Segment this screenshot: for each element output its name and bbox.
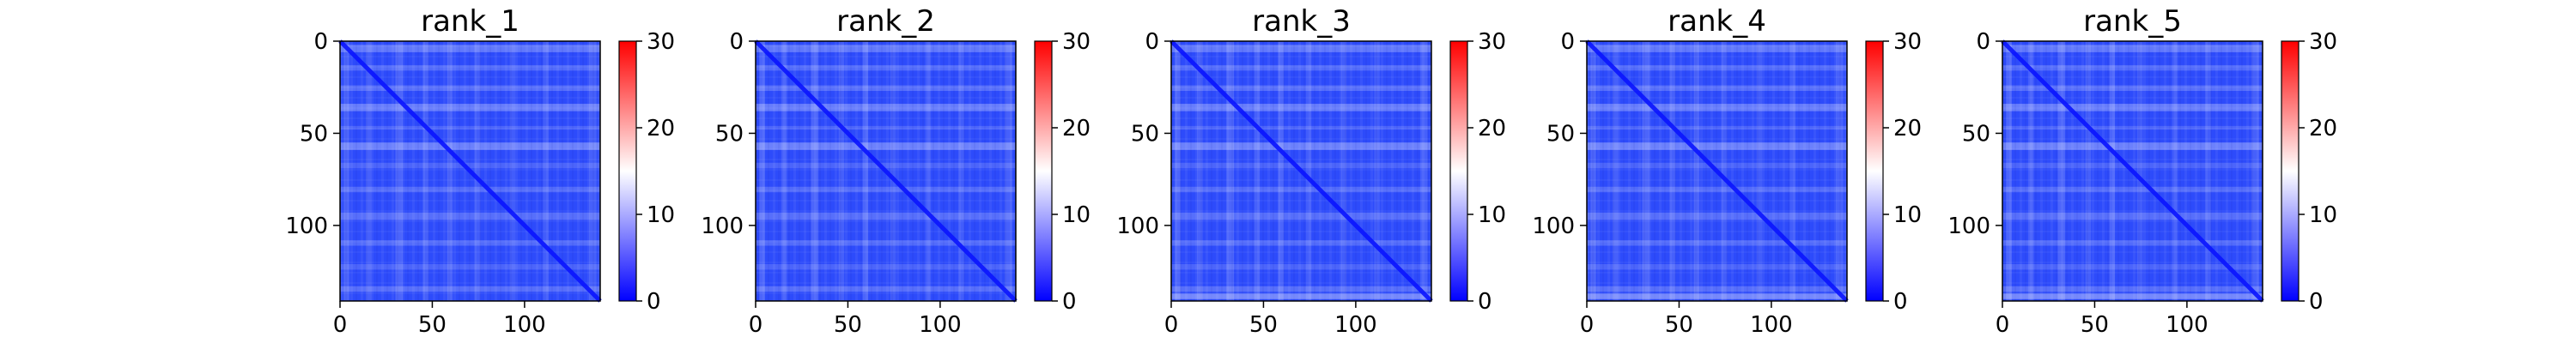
colorbar-tick-label: 20 — [647, 116, 675, 141]
colorbar-tick-label: 10 — [2309, 202, 2337, 228]
heatmap-band — [2002, 293, 2263, 299]
x-tick-label: 0 — [333, 312, 348, 338]
x-tick-label: 0 — [749, 312, 763, 338]
x-tick-label: 50 — [2081, 312, 2109, 338]
y-tick-label: 0 — [1145, 29, 1159, 55]
colorbar-tick-label: 10 — [1893, 202, 1922, 228]
colorbar-tick-label: 10 — [1478, 202, 1506, 228]
y-tick-label: 50 — [1962, 121, 1990, 147]
y-tick-label: 50 — [1546, 121, 1575, 147]
x-tick-label: 100 — [503, 312, 546, 338]
panel-title: rank_2 — [836, 4, 935, 39]
colorbar-tick-label: 10 — [1062, 202, 1091, 228]
heatmap-panel-2: rank_2 0 50 100 0 50 100 0 10 20 30 — [701, 4, 1091, 338]
y-tick-label: 50 — [1131, 121, 1159, 147]
y-tick-label: 0 — [1976, 29, 1990, 55]
colorbar — [2281, 40, 2300, 302]
x-tick-label: 50 — [418, 312, 447, 338]
heatmap-panel-5: rank_5 0 50 100 0 50 100 0 10 20 30 — [1947, 4, 2337, 338]
axes-frame — [339, 40, 601, 302]
colorbar — [1034, 40, 1053, 302]
x-tick-label: 0 — [1580, 312, 1595, 338]
colorbar — [1865, 40, 1884, 302]
heatmap-diagonal — [1585, 39, 1849, 303]
heatmap-band — [1171, 293, 1431, 299]
y-tick-label: 0 — [313, 29, 328, 55]
colorbar — [618, 40, 637, 302]
colorbar-tick-label: 30 — [647, 29, 675, 55]
x-tick-label: 50 — [1249, 312, 1278, 338]
colorbar-tick-label: 0 — [1478, 289, 1492, 315]
panel-title: rank_3 — [1252, 4, 1351, 39]
colorbar-tick-label: 0 — [1893, 289, 1908, 315]
y-tick-label: 50 — [715, 121, 744, 147]
x-tick-label: 100 — [2166, 312, 2208, 338]
panel-title: rank_4 — [1668, 4, 1766, 39]
colorbar-tick-label: 10 — [647, 202, 675, 228]
y-tick-label: 100 — [1116, 214, 1159, 239]
heatmap-diagonal — [754, 39, 1018, 303]
panel-title: rank_1 — [421, 4, 519, 39]
colorbar-tick-label: 0 — [647, 289, 661, 315]
x-tick-label: 100 — [919, 312, 962, 338]
x-tick-label: 50 — [834, 312, 862, 338]
axes-frame — [1586, 40, 1848, 302]
heatmap-diagonal — [338, 39, 602, 303]
colorbar-tick-label: 0 — [1062, 289, 1077, 315]
colorbar-tick-label: 30 — [1062, 29, 1091, 55]
y-tick-label: 100 — [1947, 214, 1990, 239]
y-tick-label: 100 — [285, 214, 328, 239]
colorbar-tick-label: 0 — [2309, 289, 2324, 315]
heatmap-panel-4: rank_4 0 50 100 0 50 100 0 10 20 30 — [1532, 4, 1922, 338]
heatmap-band — [1587, 293, 1847, 299]
heatmap-panel-3: rank_3 0 50 100 0 50 100 0 10 20 30 — [1116, 4, 1506, 338]
x-tick-label: 100 — [1334, 312, 1377, 338]
colorbar-tick-label: 20 — [1893, 116, 1922, 141]
colorbar-tick-label: 30 — [1893, 29, 1922, 55]
heatmap-panel-1: rank_1 0 50 100 0 50 100 0 10 20 30 — [285, 4, 675, 338]
heatmap-diagonal — [2001, 39, 2264, 303]
y-tick-label: 100 — [701, 214, 744, 239]
y-tick-label: 0 — [1560, 29, 1575, 55]
colorbar-tick-label: 20 — [1062, 116, 1091, 141]
x-tick-label: 0 — [1996, 312, 2010, 338]
heatmap-diagonal — [1170, 39, 1433, 303]
colorbar-tick-label: 20 — [2309, 116, 2337, 141]
x-tick-label: 0 — [1164, 312, 1179, 338]
colorbar-tick-label: 20 — [1478, 116, 1506, 141]
colorbar — [1449, 40, 1468, 302]
x-tick-label: 50 — [1665, 312, 1693, 338]
y-tick-label: 50 — [300, 121, 328, 147]
colorbar-tick-label: 30 — [2309, 29, 2337, 55]
axes-frame — [2002, 40, 2263, 302]
axes-frame — [1170, 40, 1432, 302]
y-tick-label: 0 — [729, 29, 744, 55]
colorbar-tick-label: 30 — [1478, 29, 1506, 55]
x-tick-label: 100 — [1750, 312, 1793, 338]
axes-frame — [755, 40, 1017, 302]
y-tick-label: 100 — [1532, 214, 1575, 239]
panel-title: rank_5 — [2083, 4, 2182, 39]
